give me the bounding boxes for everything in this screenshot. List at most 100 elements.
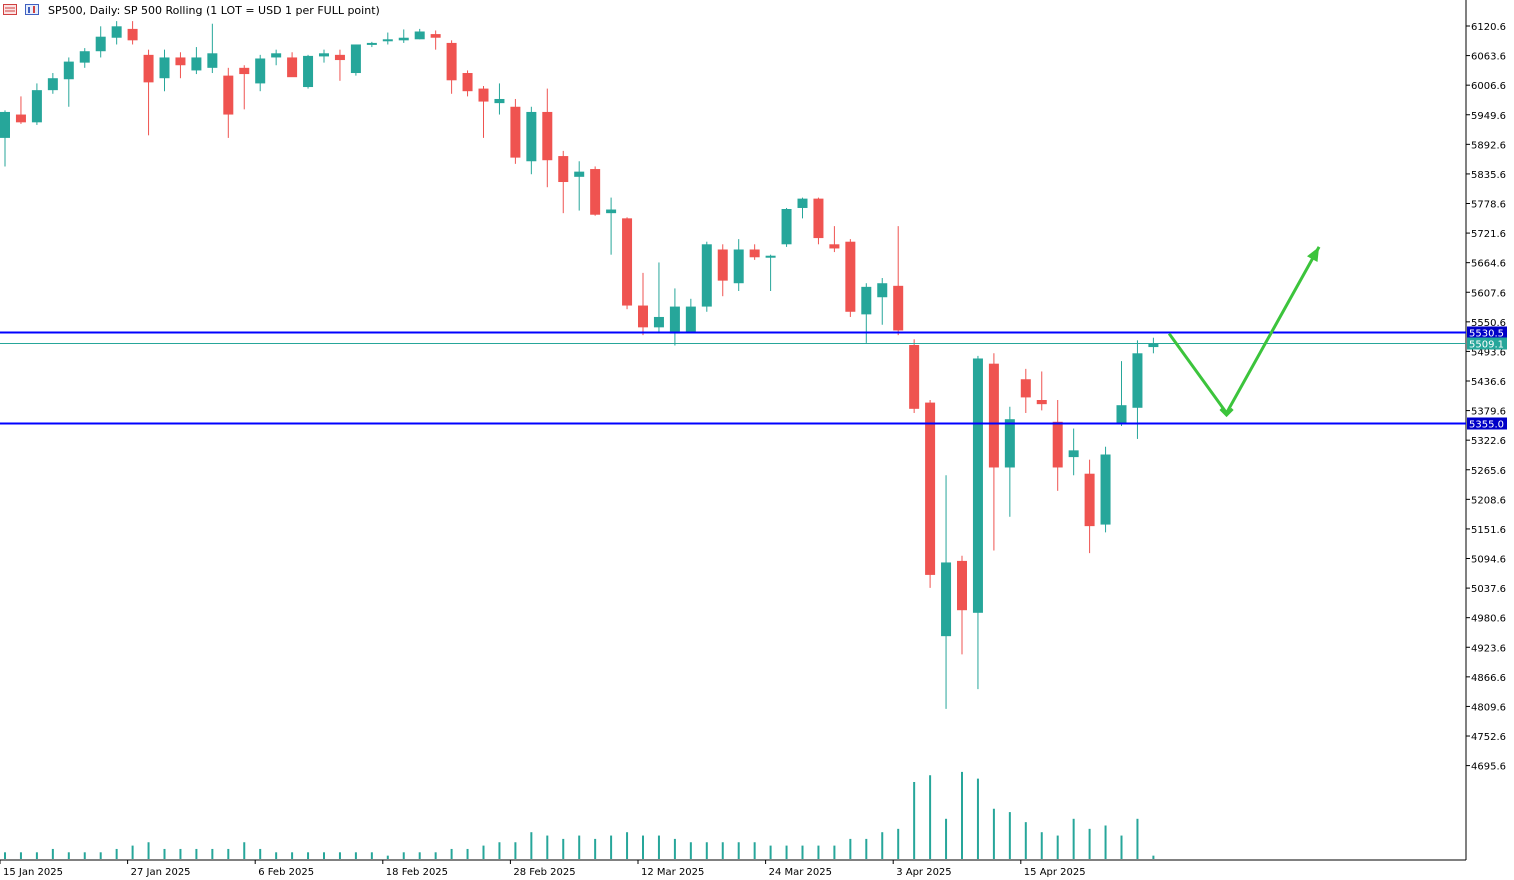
bullish-candle	[765, 255, 776, 258]
support-level-tag	[1467, 417, 1507, 430]
bullish-candle	[701, 244, 712, 307]
y-tick-label: 5721.6	[1471, 229, 1506, 240]
bearish-candle	[622, 218, 633, 306]
y-tick-label: 4980.6	[1471, 614, 1506, 625]
bullish-candle	[606, 209, 617, 214]
bearish-candle	[127, 28, 138, 41]
bearish-candle	[845, 241, 856, 312]
y-tick-label: 4923.6	[1471, 643, 1506, 654]
bearish-candle	[957, 560, 967, 611]
y-tick-label: 5607.6	[1471, 288, 1506, 299]
bid-price-tag	[1467, 337, 1507, 350]
x-tick-label: 3 Apr 2025	[896, 867, 951, 878]
chart-window-icon[interactable]	[25, 4, 39, 15]
y-tick-label: 4752.6	[1471, 732, 1506, 743]
x-tick-label: 27 Jan 2025	[131, 867, 191, 878]
chart-header: SP500, Daily: SP 500 Rolling (1 LOT = US…	[48, 4, 380, 17]
x-tick-label: 15 Apr 2025	[1024, 867, 1086, 878]
bullish-candle	[1068, 450, 1079, 458]
bearish-candle	[462, 73, 473, 92]
y-tick-label: 5436.6	[1471, 377, 1506, 388]
bearish-candle	[988, 363, 999, 468]
bullish-candle	[574, 171, 585, 177]
bearish-candle	[893, 285, 904, 331]
projection-turn-marker	[1219, 407, 1234, 418]
bearish-candle	[239, 67, 250, 75]
bearish-candle	[813, 198, 824, 239]
bearish-candle	[1020, 379, 1031, 398]
projection-arrowhead	[1307, 246, 1320, 263]
y-tick-label: 5208.6	[1471, 495, 1506, 506]
y-tick-label: 5949.6	[1471, 111, 1506, 122]
bullish-candle	[861, 286, 872, 315]
y-tick-label: 5265.6	[1471, 466, 1506, 477]
y-tick-label: 6006.6	[1471, 81, 1506, 92]
symbol-description: SP 500 Rolling (1 LOT = USD 1 per FULL p…	[123, 4, 380, 17]
support-level-label: 5355.0	[1469, 420, 1504, 431]
bullish-candle	[1148, 343, 1159, 348]
x-tick-label: 28 Feb 2025	[513, 867, 575, 878]
y-tick-label: 4866.6	[1471, 673, 1506, 684]
symbol-list-icon[interactable]	[3, 4, 17, 15]
bullish-candle	[319, 53, 329, 57]
bullish-candle	[1132, 353, 1143, 408]
bearish-candle	[909, 344, 920, 409]
bullish-candle	[941, 562, 952, 637]
bullish-candle	[271, 53, 282, 58]
bullish-candle	[303, 55, 314, 88]
bullish-candle	[653, 316, 664, 328]
bearish-candle	[430, 34, 441, 38]
y-tick-label: 5151.6	[1471, 525, 1506, 536]
bullish-candle	[669, 306, 680, 334]
bullish-candle	[63, 61, 74, 80]
y-tick-label: 6120.6	[1471, 22, 1506, 33]
bullish-candle	[877, 283, 888, 298]
bullish-candle	[207, 53, 218, 68]
bearish-candle	[223, 75, 234, 115]
x-tick-label: 6 Feb 2025	[258, 867, 314, 878]
bearish-candle	[590, 169, 601, 215]
bullish-candle	[0, 111, 10, 138]
bullish-candle	[733, 249, 744, 284]
bearish-candle	[334, 54, 345, 61]
bullish-candle	[95, 36, 106, 52]
x-tick-label: 15 Jan 2025	[3, 867, 63, 878]
bullish-candle	[191, 57, 202, 71]
bullish-candle	[1116, 405, 1127, 424]
resistance-level-tag	[1467, 326, 1507, 339]
bearish-candle	[638, 305, 648, 328]
bullish-candle	[414, 31, 425, 40]
bullish-candle	[255, 58, 266, 84]
bearish-candle	[143, 54, 154, 83]
bullish-candle	[1100, 454, 1111, 525]
x-tick-label: 18 Feb 2025	[386, 867, 448, 878]
bullish-candle	[398, 37, 409, 41]
bullish-candle	[526, 111, 537, 162]
bearish-candle	[717, 249, 728, 281]
bearish-candle	[1052, 421, 1063, 468]
y-tick-label: 5892.6	[1471, 140, 1506, 151]
y-tick-label: 5037.6	[1471, 584, 1506, 595]
resistance-level-label: 5530.5	[1469, 329, 1504, 340]
bearish-candle	[478, 88, 489, 102]
bearish-candle	[1084, 473, 1095, 527]
bullish-candle	[1004, 419, 1015, 468]
bullish-candle	[972, 358, 983, 613]
y-tick-label: 4809.6	[1471, 702, 1506, 713]
bearish-candle	[1036, 400, 1047, 405]
bullish-candle	[79, 51, 90, 63]
y-tick-label: 5835.6	[1471, 170, 1506, 181]
bearish-candle	[749, 249, 760, 258]
bearish-candle	[925, 402, 936, 575]
bullish-candle	[685, 306, 696, 333]
bearish-candle	[175, 57, 186, 66]
bullish-candle	[31, 90, 42, 123]
y-tick-label: 6063.6	[1471, 52, 1506, 63]
y-tick-label: 5379.6	[1471, 407, 1506, 418]
bearish-candle	[15, 114, 26, 123]
bearish-candle	[287, 57, 298, 78]
y-tick-label: 5550.6	[1471, 318, 1506, 329]
bullish-candle	[382, 39, 393, 42]
x-tick-label: 12 Mar 2025	[641, 867, 704, 878]
